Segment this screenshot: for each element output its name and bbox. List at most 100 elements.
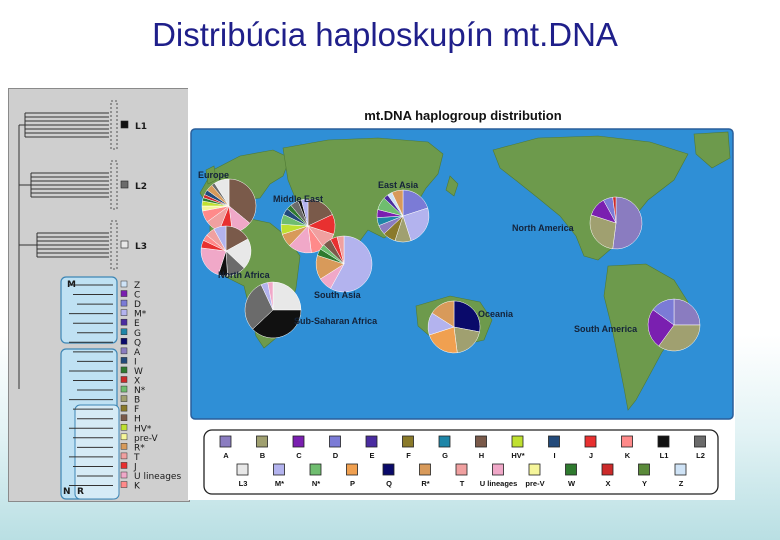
region-label-north-america: North America <box>512 223 575 233</box>
pie-slice-oceania-q <box>453 300 481 333</box>
legend-label-y: Y <box>642 479 647 488</box>
tree-bracket <box>110 220 118 270</box>
haplogroup-label-i: I <box>134 357 137 367</box>
pie-slice-sub-saharan-africa-l3 <box>272 281 302 311</box>
legend-swatch-l3 <box>236 463 249 476</box>
legend-label-pre-v: pre-V <box>525 479 544 488</box>
haplogroup-label-d: D <box>134 300 141 310</box>
top-group-label-l3: L3 <box>135 242 147 252</box>
legend-swatch-y <box>638 463 650 476</box>
r-clade-label: R <box>77 487 84 497</box>
legend-swatch-g <box>438 435 451 448</box>
region-label-east-asia: East Asia <box>378 180 419 190</box>
legend-label-x: X <box>605 479 610 488</box>
legend-label-k: K <box>625 451 631 460</box>
pie-slice-sub-saharan-africa-u-lineages <box>267 281 274 311</box>
haplogroup-label-q: Q <box>134 338 141 348</box>
haplogroup-swatch-c <box>120 290 128 297</box>
legend-label-q: Q <box>386 479 392 488</box>
legend-swatch-i <box>548 435 560 448</box>
haplogroup-label-pre-v: pre-V <box>134 434 158 444</box>
legend-label-i: I <box>553 451 555 460</box>
haplogroup-swatch-t <box>120 452 128 460</box>
legend-label-g: G <box>442 451 448 460</box>
top-group-swatch-l2 <box>120 180 129 189</box>
haplogroup-swatch-q <box>120 338 128 345</box>
m-clade-label: M <box>67 280 76 290</box>
n-clade-label: N <box>63 487 71 497</box>
pie-slice-south-asia-t <box>336 235 345 265</box>
legend-swatch-t <box>455 463 468 476</box>
haplogroup-label-e: E <box>134 319 140 329</box>
haplogroup-label-a: A <box>134 348 141 358</box>
legend-swatch-p <box>346 463 358 476</box>
haplogroup-swatch-n <box>120 385 128 393</box>
legend-swatch-q <box>382 463 395 476</box>
legend: A B C D E F G H HV* I J K L1 L2 L3 M* N* P Q R* T U lineages p… <box>219 435 706 488</box>
haplogroup-label-z: Z <box>134 281 140 291</box>
pie-slice-north-africa-u-lineages <box>200 247 227 276</box>
legend-swatch-l1 <box>657 435 670 448</box>
haplogroup-swatch-z <box>120 280 128 288</box>
pie-slice-sub-saharan-africa-l1 <box>252 309 302 339</box>
haplogroup-swatch-a <box>120 347 128 355</box>
haplogroup-swatch-h <box>120 414 128 421</box>
greenland-island <box>693 131 731 169</box>
pie-slice-north-america-b <box>589 214 617 250</box>
legend-swatch-e <box>365 435 378 448</box>
pie-south-asia <box>315 235 373 293</box>
haplogroup-swatch-j <box>120 462 128 469</box>
legend-swatch-a <box>219 435 232 448</box>
legend-label-d: D <box>333 451 339 460</box>
legend-label-c: C <box>296 451 302 460</box>
haplogroup-swatch-i <box>120 357 128 364</box>
haplogroup-label-g: G <box>134 329 141 339</box>
haplogroup-label-t: T <box>133 453 140 463</box>
haplogroup-swatch-u-lineages <box>120 471 128 479</box>
legend-label-a: A <box>223 451 229 460</box>
pie-sub-saharan-africa <box>244 281 302 339</box>
haplogroup-label-x: X <box>134 377 140 387</box>
pie-charts <box>200 178 701 354</box>
legend-label-e: E <box>369 451 374 460</box>
legend-swatch-d <box>329 435 341 448</box>
legend-swatch-u-lineages <box>492 463 504 476</box>
haplogroup-label-b: B <box>134 396 140 406</box>
legend-swatch-j <box>584 435 597 448</box>
haplogroup-label-f: F <box>134 405 139 415</box>
pie-slice-east-asia-m <box>402 207 430 242</box>
pie-north-africa <box>200 225 252 277</box>
pie-slice-europe-l3 <box>214 178 230 207</box>
pie-oceania <box>427 300 481 354</box>
tree-labels: L1 L2 L3 M N R ZCDM*EGQAIWXN*BFHHV*pre-VR*TJU … <box>63 120 181 497</box>
haplogroup-swatch-k <box>120 481 128 488</box>
pie-slice-oceania-p <box>428 326 458 354</box>
japan-island <box>445 175 459 197</box>
top-group-label-l2: L2 <box>135 182 147 192</box>
region-label-middle-east: Middle East <box>273 194 323 204</box>
map-title: mt.DNA haplogroup distribution <box>364 108 561 123</box>
legend-swatch-z <box>674 463 687 476</box>
legend-swatch-n <box>309 463 322 476</box>
haplogroup-swatch-w <box>120 366 128 374</box>
legend-label-j: J <box>589 451 593 460</box>
legend-label-l1: L1 <box>660 451 669 460</box>
legend-label-l2: L2 <box>696 451 705 460</box>
haplogroup-label-k: K <box>134 482 141 492</box>
region-label-oceania: Oceania <box>478 309 514 319</box>
pie-slice-south-america-b <box>658 324 701 352</box>
top-group-label-l1: L1 <box>135 122 147 132</box>
map-panel: mt.DNA haplogroup distribution Europe Mi… <box>188 88 735 500</box>
legend-label-f: F <box>406 451 411 460</box>
haplogroup-swatch-pre-v <box>120 433 128 441</box>
region-label-europe: Europe <box>198 170 229 180</box>
legend-swatch-hv <box>511 435 524 448</box>
region-labels: Europe Middle East North Africa East Asi… <box>198 170 638 334</box>
tree-bracket <box>110 160 118 210</box>
pie-east-asia <box>376 189 430 243</box>
region-label-south-asia: South Asia <box>314 290 362 300</box>
legend-swatch-c <box>292 435 305 448</box>
haplogroup-label-w: W <box>134 367 143 377</box>
pie-slice-south-america-d <box>652 298 675 326</box>
legend-label-m: M* <box>275 479 284 488</box>
